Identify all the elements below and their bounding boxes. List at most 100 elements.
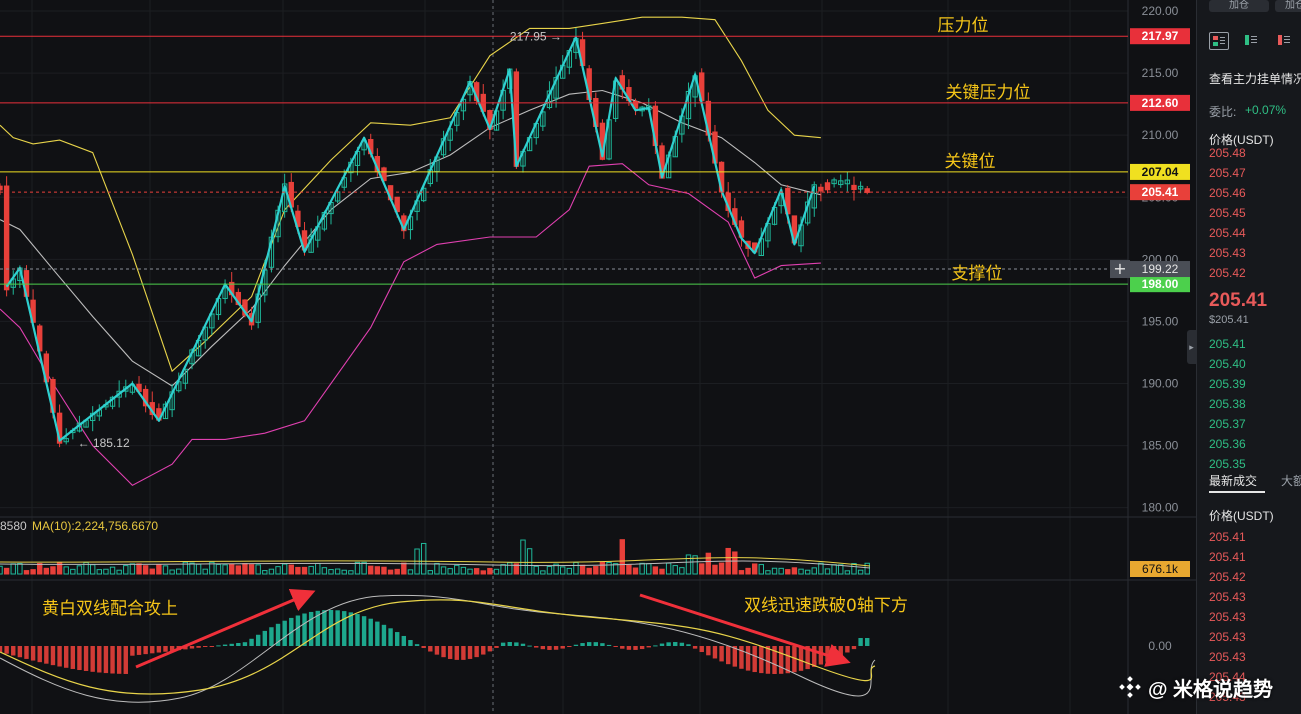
ask-price[interactable]: 205.48	[1209, 146, 1246, 160]
macd-bar	[44, 646, 49, 664]
sidebar-top-tab-2[interactable]: 加仓	[1275, 0, 1301, 12]
volume-bar	[513, 563, 520, 575]
macd-bar	[805, 646, 810, 670]
bid-price[interactable]: 205.39	[1209, 377, 1246, 391]
trade-price[interactable]: 205.43	[1209, 630, 1246, 644]
ask-price[interactable]: 205.45	[1209, 206, 1246, 220]
ask-price[interactable]: 205.43	[1209, 246, 1246, 260]
level-price-tag	[1130, 163, 1190, 180]
volume-bar	[751, 563, 758, 575]
volume-bar	[672, 565, 678, 575]
macd-bar	[57, 646, 62, 667]
tab-large-trades[interactable]: 大额	[1281, 474, 1301, 488]
macd-bar	[64, 646, 69, 668]
collapse-sidebar-button[interactable]: ▸	[1187, 330, 1196, 364]
current-price-tag	[1130, 184, 1190, 201]
macd-bar	[242, 642, 248, 646]
macd-bar	[17, 646, 23, 658]
trade-price[interactable]: 205.43	[1209, 610, 1246, 624]
ask-price[interactable]: 205.46	[1209, 186, 1246, 200]
macd-bar	[553, 646, 559, 650]
macd-bar	[467, 646, 473, 659]
trade-price[interactable]: 205.41	[1209, 550, 1246, 564]
bid-price[interactable]: 205.37	[1209, 417, 1246, 431]
volume-bar	[103, 568, 109, 575]
macd-bar	[156, 646, 162, 653]
candle-body	[540, 111, 546, 127]
level-price-tag	[1130, 28, 1190, 45]
view-main-orders-link[interactable]: 查看主力挂单情况	[1209, 72, 1301, 86]
orderbook-bids-icon[interactable]	[1242, 32, 1260, 48]
volume-bar	[685, 554, 692, 575]
macd-bar	[196, 646, 201, 648]
volume-bar	[804, 569, 811, 575]
bid-price[interactable]: 205.35	[1209, 457, 1246, 471]
chart-area[interactable]: 220.00215.00210.00205.00200.00195.00190.…	[0, 0, 1196, 714]
volume-bar	[235, 565, 242, 575]
bid-price[interactable]: 205.40	[1209, 357, 1246, 371]
volume-bar	[785, 569, 791, 575]
volume-bar	[50, 566, 56, 575]
ask-price[interactable]: 205.47	[1209, 166, 1246, 180]
macd-bar	[692, 646, 698, 649]
macd-bar	[534, 646, 539, 648]
volume-bar	[334, 568, 341, 575]
macd-bar	[613, 646, 618, 647]
volume-bar	[0, 565, 3, 575]
y-tick-label: 195.00	[1142, 314, 1179, 328]
bid-price[interactable]: 205.38	[1209, 397, 1246, 411]
macd-bar	[414, 644, 420, 646]
sidebar-top-tab-1[interactable]: 加仓	[1209, 0, 1269, 12]
macd-bar	[527, 645, 532, 647]
trade-price[interactable]: 205.42	[1209, 570, 1246, 584]
y-tick-label: 210.00	[1142, 128, 1179, 142]
volume-label-prefix: 8580	[0, 519, 27, 533]
orderbook-asks-icon[interactable]	[1275, 32, 1293, 48]
trade-price[interactable]: 205.43	[1209, 650, 1246, 664]
macd-bar	[593, 642, 598, 646]
red-arrow-up	[135, 589, 316, 669]
volume-bar	[579, 564, 586, 575]
crosshair-price-tag	[1130, 261, 1190, 278]
macd-bar	[719, 646, 724, 662]
macd-bar	[395, 632, 400, 646]
volume-bar	[546, 566, 553, 575]
candle-body	[864, 188, 870, 193]
macd-bar	[785, 646, 790, 674]
volume-bar	[851, 563, 857, 575]
macd-bar	[4, 646, 9, 654]
candle-body	[63, 438, 69, 443]
candlestick-chart[interactable]: 220.00215.00210.00205.00200.00195.00190.…	[0, 0, 1196, 714]
macd-bar	[726, 646, 731, 665]
macd-bar	[540, 646, 546, 650]
macd-bar	[673, 642, 678, 646]
volume-ma-line	[0, 557, 871, 567]
macd-bar	[514, 642, 519, 646]
tab-latest-trades[interactable]: 最新成交	[1209, 474, 1258, 488]
trade-price[interactable]: 205.43	[1209, 590, 1246, 604]
trade-price[interactable]: 205.43	[1209, 690, 1246, 704]
ask-price[interactable]: 205.44	[1209, 226, 1246, 240]
y-tick-label: 185.00	[1142, 439, 1179, 453]
candle-body	[182, 368, 189, 384]
bollinger-lower-line	[0, 163, 821, 486]
trade-price[interactable]: 205.44	[1209, 670, 1246, 684]
volume-bar	[606, 561, 612, 575]
volume-bar	[599, 561, 606, 575]
macd-bar	[865, 638, 870, 646]
volume-bar	[857, 569, 864, 575]
commission-value: +0.07%	[1245, 103, 1287, 117]
macd-bar	[77, 646, 82, 671]
macd-bar	[798, 646, 804, 671]
trade-price[interactable]: 205.41	[1209, 530, 1246, 544]
ask-price[interactable]: 205.42	[1209, 266, 1246, 280]
volume-bar	[639, 562, 645, 575]
macd-bar	[461, 646, 466, 660]
macd-bar	[269, 627, 274, 646]
orderbook-both-icon[interactable]	[1209, 32, 1229, 50]
bid-price[interactable]: 205.36	[1209, 437, 1246, 451]
macd-bar	[845, 646, 850, 653]
macd-bar	[348, 612, 354, 646]
bid-price[interactable]: 205.41	[1209, 337, 1246, 351]
volume-bar	[381, 566, 387, 575]
